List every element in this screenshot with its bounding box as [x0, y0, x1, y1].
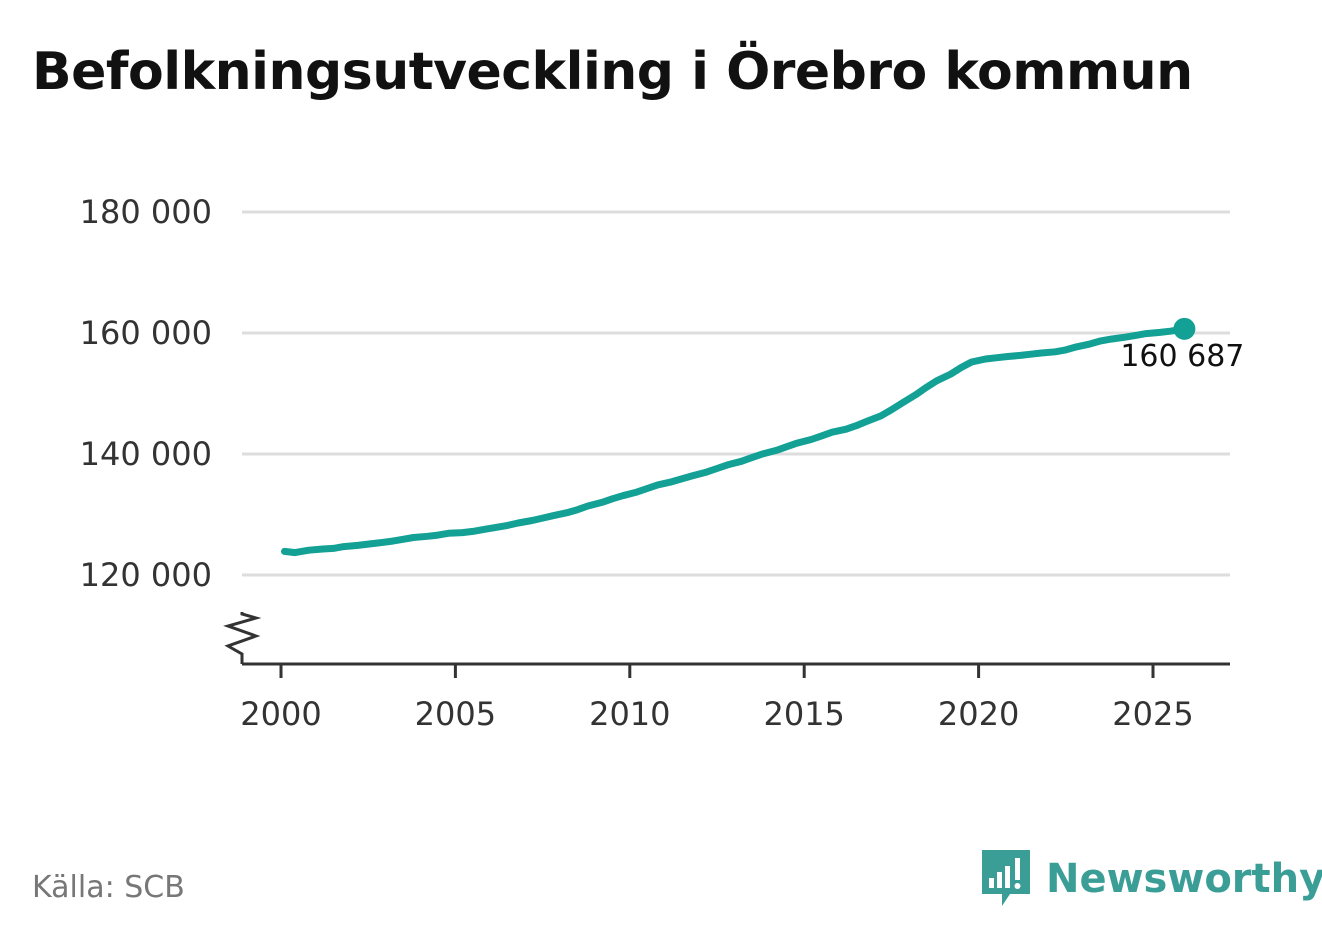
y-tick-label: 180 000	[80, 193, 212, 231]
newsworthy-logo: Newsworthy	[980, 848, 1322, 910]
x-tick-label: 2015	[763, 695, 844, 733]
y-tick-label: 120 000	[80, 556, 212, 594]
series-lines	[281, 325, 1188, 557]
y-axis-tick-labels: 120 000 140 000 160 000 180 000	[80, 193, 212, 594]
grid-lines	[242, 210, 1230, 577]
last-point-marker	[1173, 317, 1196, 340]
logo-text: Newsworthy	[1046, 856, 1322, 902]
x-axis: 2000 2005 2010 2015 2020 2025	[223, 612, 1230, 733]
annotations: 160 687	[1120, 317, 1244, 374]
source-note: Källa: SCB	[32, 870, 185, 905]
bar-chart-logo-icon	[982, 850, 1030, 906]
y-tick-label: 160 000	[80, 314, 212, 352]
y-tick-label: 140 000	[80, 435, 212, 473]
series-line	[281, 325, 1188, 557]
x-tick-label: 2025	[1112, 695, 1193, 733]
chart-title: Befolkningsutveckling i Örebro kommun	[32, 42, 1193, 102]
x-tick-label: 2020	[938, 695, 1019, 733]
x-tick-label: 2005	[415, 695, 496, 733]
y-axis-break-icon	[223, 612, 262, 664]
last-value-label: 160 687	[1120, 339, 1244, 374]
x-tick-label: 2010	[589, 695, 670, 733]
x-tick-label: 2000	[240, 695, 321, 733]
